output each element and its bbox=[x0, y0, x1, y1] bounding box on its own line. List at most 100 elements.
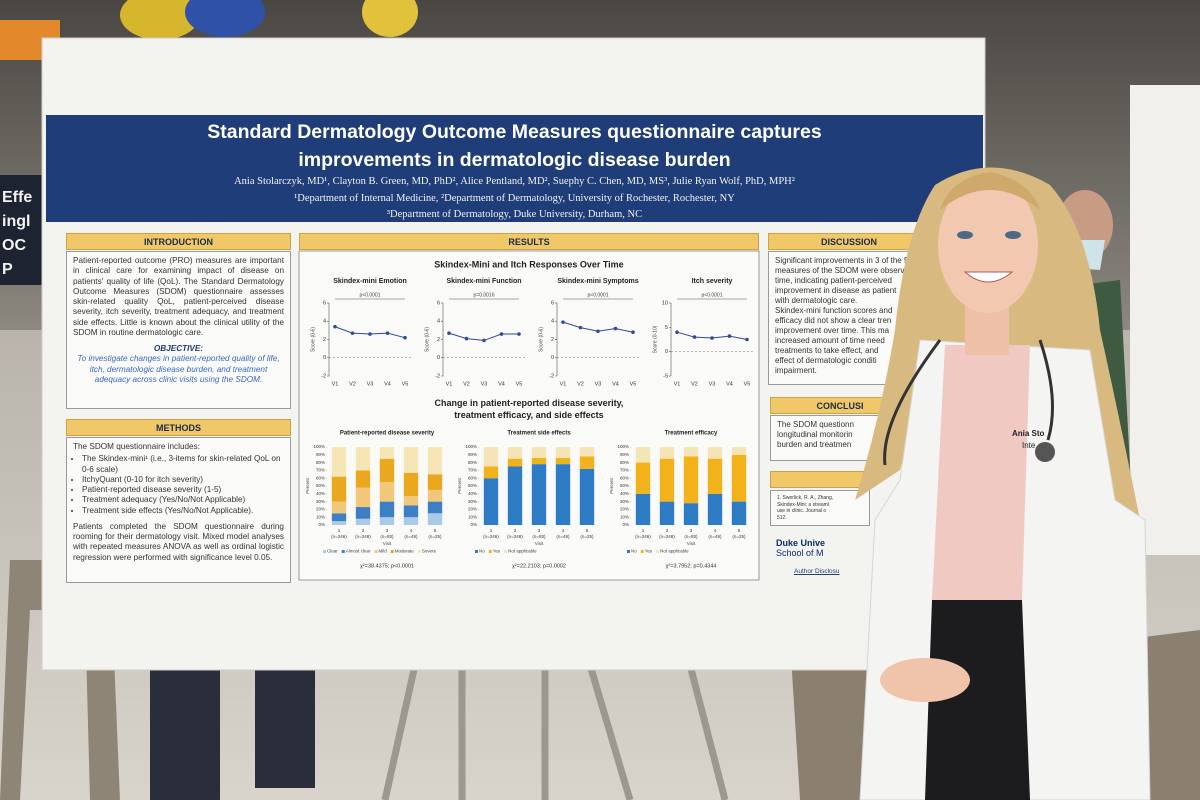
sign-text: P bbox=[2, 261, 13, 278]
y-tick-label: 10% bbox=[468, 514, 477, 519]
y-tick-label: 30% bbox=[620, 499, 629, 504]
legend-swatch bbox=[374, 550, 378, 553]
bar-segment bbox=[427, 501, 443, 514]
y-tick-label: 0% bbox=[318, 522, 325, 527]
y-tick-label: 100% bbox=[617, 444, 629, 449]
y-tick-label: 0 bbox=[323, 355, 326, 361]
text-line: Significant improvements in 3 of the 5 bbox=[775, 256, 909, 265]
legend-label: No bbox=[479, 549, 485, 554]
y-tick-label: 50% bbox=[620, 483, 629, 488]
legend-label: No bbox=[631, 549, 637, 554]
x-tick-label: V4 bbox=[726, 381, 733, 387]
y-tick-label: 30% bbox=[468, 499, 477, 504]
bar-segment bbox=[483, 478, 499, 525]
x-tick-label: (n=246) bbox=[331, 534, 347, 539]
y-axis-label: Score (0-10) bbox=[652, 325, 658, 353]
text-line: burden and treatmen bbox=[777, 440, 852, 449]
x-tick-label: V2 bbox=[691, 381, 698, 387]
bar-segment bbox=[403, 447, 419, 473]
legend-swatch bbox=[627, 550, 630, 553]
y-tick-label: 80% bbox=[620, 460, 629, 465]
bar-segment bbox=[379, 447, 395, 459]
bar-segment bbox=[707, 447, 723, 459]
legend-label: Not applicable bbox=[508, 549, 537, 554]
x-tick-label: (n=93) bbox=[380, 534, 394, 539]
y-tick-label: 20% bbox=[468, 507, 477, 512]
bar-segment bbox=[427, 447, 443, 475]
statistic: χ²=38.4375; p<0.0001 bbox=[360, 563, 414, 569]
p-value: p<0.0001 bbox=[360, 292, 381, 298]
bar-segment bbox=[379, 482, 395, 502]
x-tick-label: (n=49) bbox=[708, 534, 722, 539]
x-tick-label: V3 bbox=[481, 381, 488, 387]
badge-text: Inte bbox=[1022, 441, 1036, 450]
person-legs bbox=[150, 668, 220, 800]
paragraph: Patient-reported outcome (PRO) measures … bbox=[73, 256, 284, 337]
person-legs bbox=[255, 668, 315, 788]
legend-swatch bbox=[323, 550, 326, 553]
y-axis-label: Score (0-6) bbox=[538, 327, 544, 352]
statistic: χ²=22.2103; p=0.0002 bbox=[512, 563, 566, 569]
point bbox=[745, 337, 749, 342]
legend-swatch bbox=[656, 550, 660, 553]
y-tick-label: 70% bbox=[316, 468, 325, 473]
sign-text: Effe bbox=[2, 189, 32, 206]
x-tick-label: 3 bbox=[690, 528, 693, 533]
y-tick-label: 70% bbox=[620, 468, 629, 473]
text-line: Skindex-mini function scores and bbox=[775, 306, 893, 315]
section-heading: METHODS bbox=[66, 419, 291, 436]
point bbox=[517, 332, 521, 336]
y-axis-label: Percent bbox=[457, 477, 462, 493]
references: 1. Swerlick, R. A., Zhang, Skindex-Mini: … bbox=[770, 490, 870, 526]
point bbox=[499, 332, 504, 336]
bar-segment bbox=[427, 513, 443, 525]
bar-segment bbox=[731, 447, 747, 455]
y-tick-label: 60% bbox=[468, 475, 477, 480]
x-tick-label: V5 bbox=[744, 381, 751, 387]
p-value: p=0.0016 bbox=[474, 292, 495, 298]
bar-segment bbox=[707, 458, 723, 494]
y-tick-label: 10% bbox=[620, 514, 629, 519]
y-tick-label: 6 bbox=[437, 300, 440, 306]
x-tick-label: (n=93) bbox=[532, 534, 546, 539]
affiliation: ³Department of Dermatology, Duke Univers… bbox=[386, 209, 643, 220]
point bbox=[350, 331, 355, 335]
reference-line: Skindex-Mini: a streaml bbox=[777, 501, 829, 508]
logo: Duke Unive School of M bbox=[776, 538, 825, 559]
eye bbox=[957, 231, 973, 239]
point bbox=[631, 330, 635, 334]
legend-label: Moderate bbox=[395, 549, 415, 554]
logo-text: School of M bbox=[776, 547, 824, 558]
legend-swatch bbox=[341, 550, 345, 553]
y-tick-label: 0% bbox=[622, 522, 629, 527]
legend-label: Severe bbox=[422, 549, 437, 554]
bar-segment bbox=[579, 456, 595, 469]
bar-segment bbox=[507, 458, 523, 467]
chart-title: Skindex-mini Symptoms bbox=[557, 278, 638, 285]
text-line: with dermatologic care. bbox=[775, 296, 858, 305]
affiliation: ¹Department of Internal Medicine, ²Depar… bbox=[294, 193, 735, 204]
section-heading: INTRODUCTION bbox=[66, 233, 291, 250]
y-tick-label: 40% bbox=[620, 491, 629, 496]
chart-title: Treatment side effects bbox=[507, 431, 571, 437]
bar-segment bbox=[331, 447, 347, 477]
legend-label: Yes bbox=[645, 549, 653, 554]
list-item: Treatment adequacy (Yes/No/Not Applicabl… bbox=[82, 495, 284, 505]
y-axis-label: Percent bbox=[609, 477, 614, 493]
whiteboard bbox=[1130, 85, 1200, 555]
list-item: Treatment side effects (Yes/No/Not Appli… bbox=[82, 506, 284, 516]
bar-segment bbox=[331, 476, 347, 502]
legend-swatch bbox=[640, 550, 644, 553]
x-tick-label: 3 bbox=[538, 528, 541, 533]
text-line: treatments to take effect, and bbox=[775, 346, 879, 355]
bar-segment bbox=[427, 489, 443, 502]
bar-segment bbox=[483, 466, 499, 479]
sign bbox=[0, 175, 42, 285]
y-tick-label: 2 bbox=[437, 337, 440, 343]
x-tick-label: V4 bbox=[612, 381, 619, 387]
y-tick-label: 0% bbox=[470, 522, 477, 527]
bar-segment bbox=[731, 501, 747, 525]
y-tick-label: 90% bbox=[316, 452, 325, 457]
bar-segment bbox=[355, 487, 371, 508]
y-tick-label: 2 bbox=[551, 337, 554, 343]
